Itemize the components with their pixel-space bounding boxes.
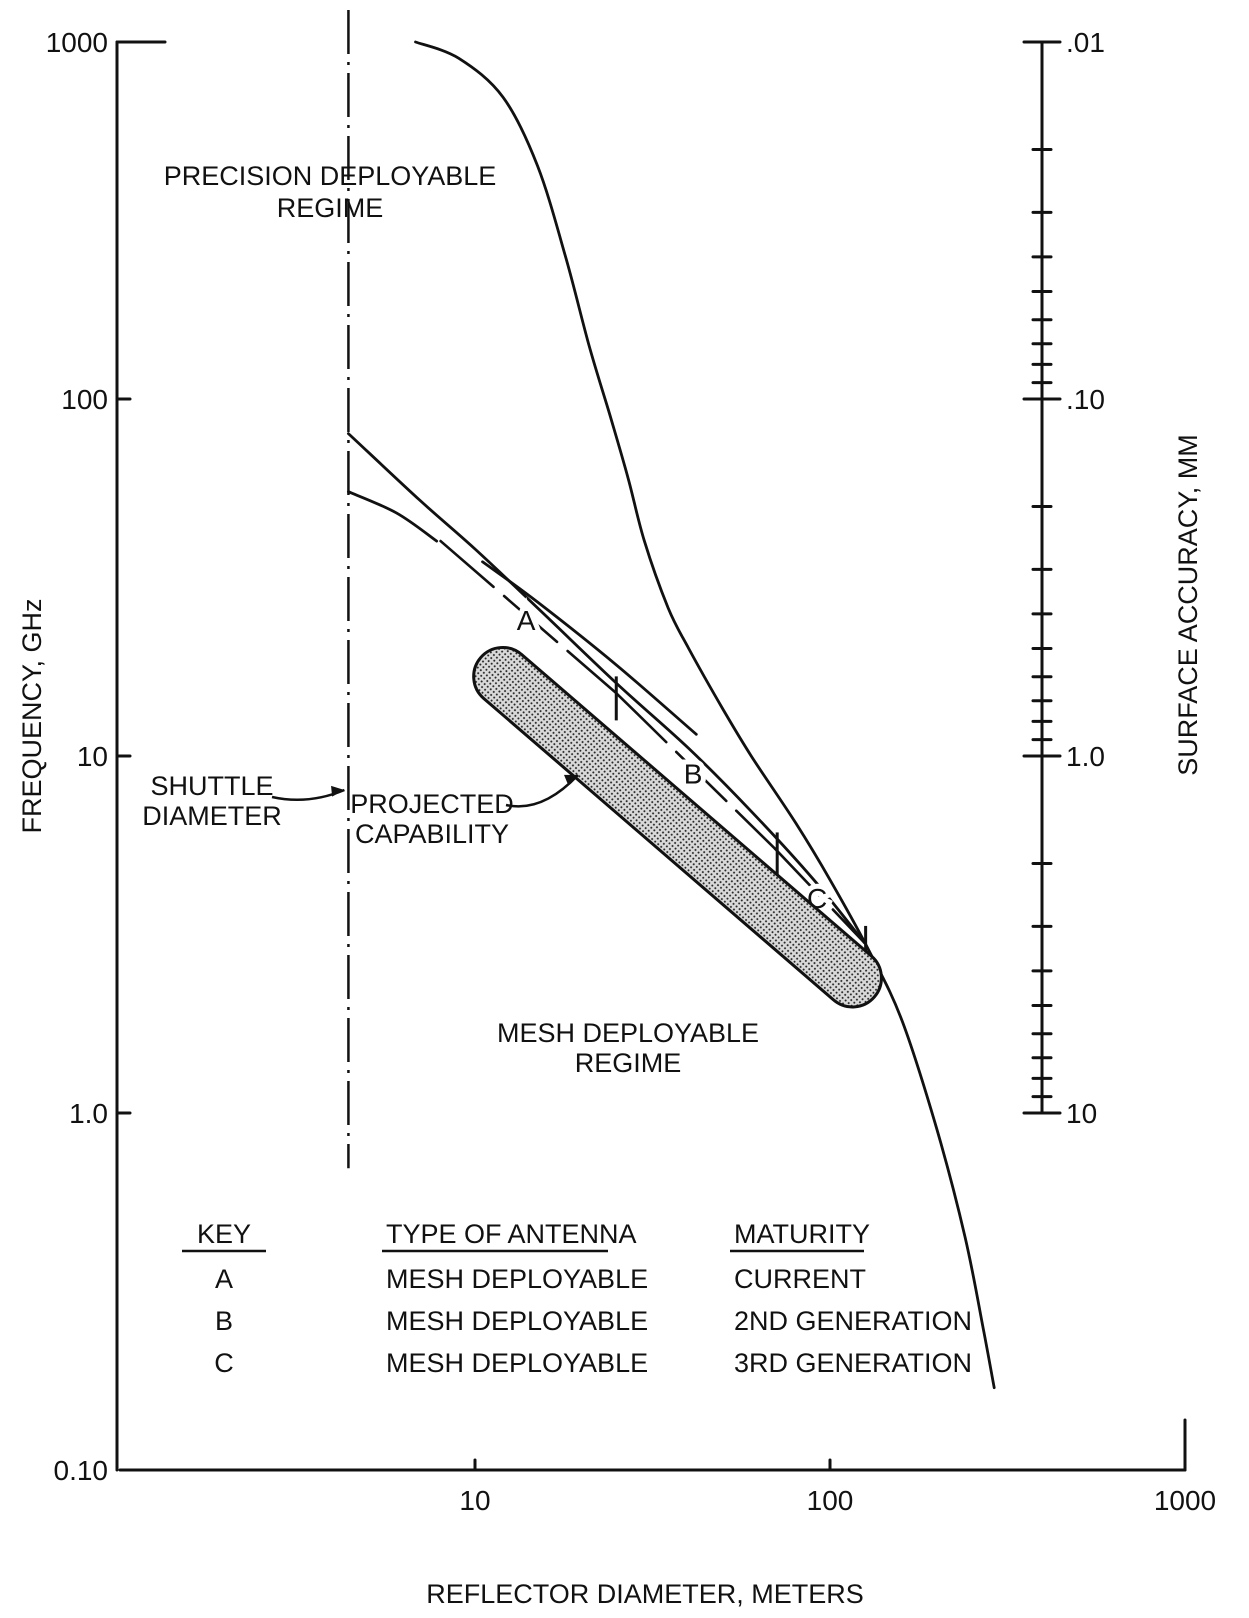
- key-cell: MESH DEPLOYABLE: [386, 1306, 648, 1336]
- projected-arrow-head: [564, 774, 578, 785]
- key-cell: MESH DEPLOYABLE: [386, 1264, 648, 1294]
- x-axis-title: REFLECTOR DIAMETER, METERS: [426, 1579, 864, 1609]
- precision-regime-label: REGIME: [277, 193, 384, 223]
- segment-a: [439, 539, 618, 695]
- series-lines: ABC: [347, 10, 996, 1390]
- x-tick-label: 1000: [1154, 1485, 1216, 1516]
- y2-axis-title: SURFACE ACCURACY, MM: [1173, 434, 1203, 776]
- curve-upper-envelope: [347, 432, 866, 945]
- shuttle-diameter-label: DIAMETER: [142, 801, 282, 831]
- y-tick-label: 1000: [46, 27, 108, 58]
- y-tick-label: 0.10: [54, 1455, 109, 1486]
- x-tick-label: 10: [459, 1485, 490, 1516]
- key-cell: C: [214, 1348, 234, 1378]
- projected-capability-label: CAPABILITY: [355, 819, 509, 849]
- segment-label-a: A: [517, 605, 536, 636]
- key-cell: 3RD GENERATION: [734, 1348, 972, 1378]
- x-tick-label: 100: [807, 1485, 854, 1516]
- y2-tick-label: .01: [1066, 27, 1105, 58]
- shuttle-arrow-head: [331, 785, 345, 797]
- curve-precision-limit: [347, 490, 439, 543]
- segment-b: [614, 691, 777, 850]
- curve-boundary: [414, 40, 996, 1390]
- mesh-regime-label: MESH DEPLOYABLE: [497, 1018, 759, 1048]
- key-cell: 2ND GENERATION: [734, 1306, 972, 1336]
- key-table: KEY TYPE OF ANTENNA MATURITY A MESH DEPLOYAB…: [182, 1219, 972, 1378]
- key-cell: MESH DEPLOYABLE: [386, 1348, 648, 1378]
- key-cell: B: [215, 1306, 233, 1336]
- projected-capability-label: PROJECTED: [350, 789, 514, 819]
- key-header: MATURITY: [734, 1219, 870, 1249]
- y2-tick-label: 10: [1066, 1098, 1097, 1129]
- mesh-regime-label: REGIME: [575, 1048, 682, 1078]
- shuttle-diameter-label: SHUTTLE: [150, 771, 273, 801]
- tick-marks: [115, 40, 1062, 1472]
- precision-regime-label: PRECISION DEPLOYABLE: [164, 161, 497, 191]
- key-header: TYPE OF ANTENNA: [386, 1219, 637, 1249]
- y-tick-label: 10: [77, 741, 108, 772]
- segment-c: [773, 847, 866, 944]
- y2-tick-label: .10: [1066, 384, 1105, 415]
- curve-mesh-limit: [481, 560, 698, 736]
- y2-tick-label: 1.0: [1066, 741, 1105, 772]
- y-axis-title: FREQUENCY, GHz: [17, 598, 47, 833]
- key-cell: CURRENT: [734, 1264, 866, 1294]
- key-header: KEY: [197, 1219, 251, 1249]
- key-cell: A: [215, 1264, 233, 1294]
- y-tick-label: 1.0: [69, 1098, 108, 1129]
- tick-labels: 0.10 1.0 10 100 1000 10 100 1000 .01 .10 1.0 10: [46, 27, 1216, 1516]
- segment-label-b: B: [684, 758, 703, 789]
- projected-capability-shape: [472, 645, 883, 1009]
- y-tick-label: 100: [61, 384, 108, 415]
- projected-capability-band: [472, 645, 883, 1009]
